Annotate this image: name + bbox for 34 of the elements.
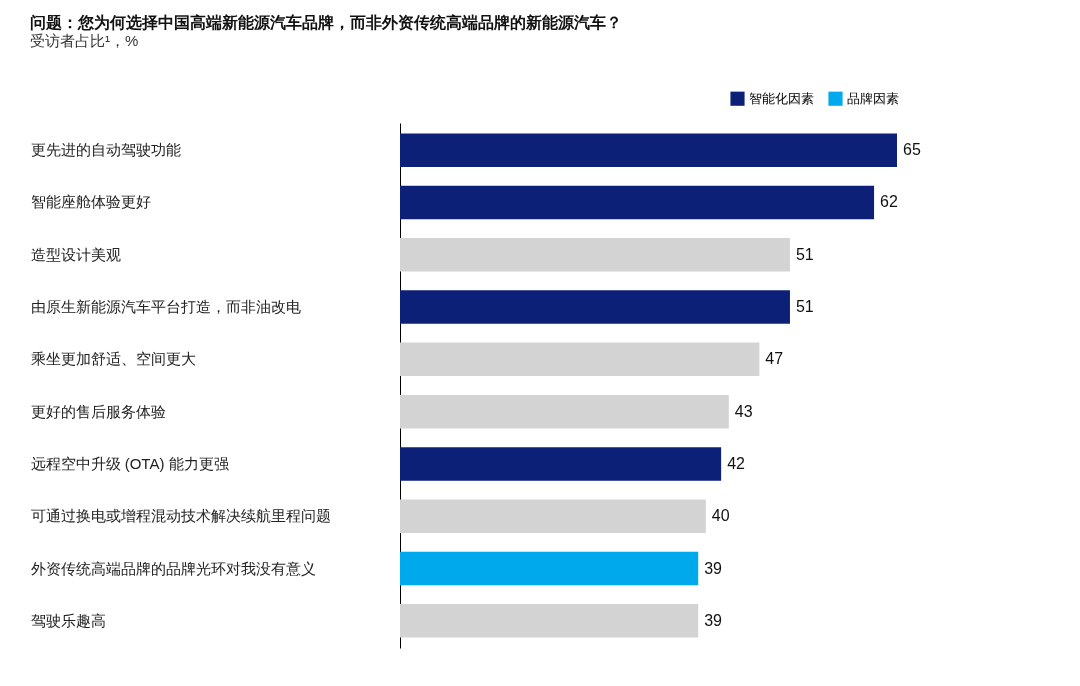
y-tick-label: 智能座舱体验更好 — [30, 193, 151, 211]
bar — [400, 238, 790, 272]
y-tick-label: 更好的售后服务体验 — [30, 402, 166, 420]
bar — [400, 447, 722, 481]
data-label: 47 — [765, 350, 784, 368]
legend-label: 品牌因素 — [847, 90, 899, 106]
bar — [400, 551, 699, 586]
data-label: 43 — [734, 402, 753, 420]
bar — [400, 290, 790, 324]
data-label: 65 — [903, 141, 921, 159]
y-tick-label: 乘坐更加舒适、空间更大 — [30, 350, 196, 368]
bar — [400, 499, 706, 533]
data-label: 62 — [880, 193, 898, 211]
bar — [400, 394, 729, 429]
data-label: 39 — [704, 559, 723, 577]
y-tick-label: 更先进的自动驾驶功能 — [30, 141, 181, 159]
legend-label: 智能化因素 — [749, 90, 814, 106]
y-tick-label: 造型设计美观 — [30, 245, 121, 263]
y-tick-label: 由原生新能源汽车平台打造，而非油改电 — [30, 298, 301, 316]
y-tick-label: 远程空中升级 (OTA) 能力更强 — [30, 454, 229, 472]
y-tick-label: 驾驶乐趣高 — [30, 611, 106, 629]
y-tick-label: 外资传统高端品牌的品牌光环对我没有意义 — [30, 559, 316, 577]
data-label: 39 — [704, 611, 723, 629]
data-label: 51 — [795, 245, 814, 263]
bar — [400, 185, 875, 220]
data-label: 40 — [711, 507, 730, 525]
y-tick-label: 可通过换电或增程混动技术解决续航里程问题 — [30, 507, 331, 525]
bar — [400, 604, 699, 638]
chart-title: 问题：您为何选择中国高端新能源汽车品牌，而非外资传统高端品牌的新能源汽车？ — [30, 13, 622, 31]
bar — [400, 342, 760, 377]
bar — [400, 133, 897, 167]
text: 受访者占比¹，% — [30, 32, 139, 49]
data-label: 51 — [795, 298, 814, 316]
data-label: 42 — [727, 454, 746, 472]
